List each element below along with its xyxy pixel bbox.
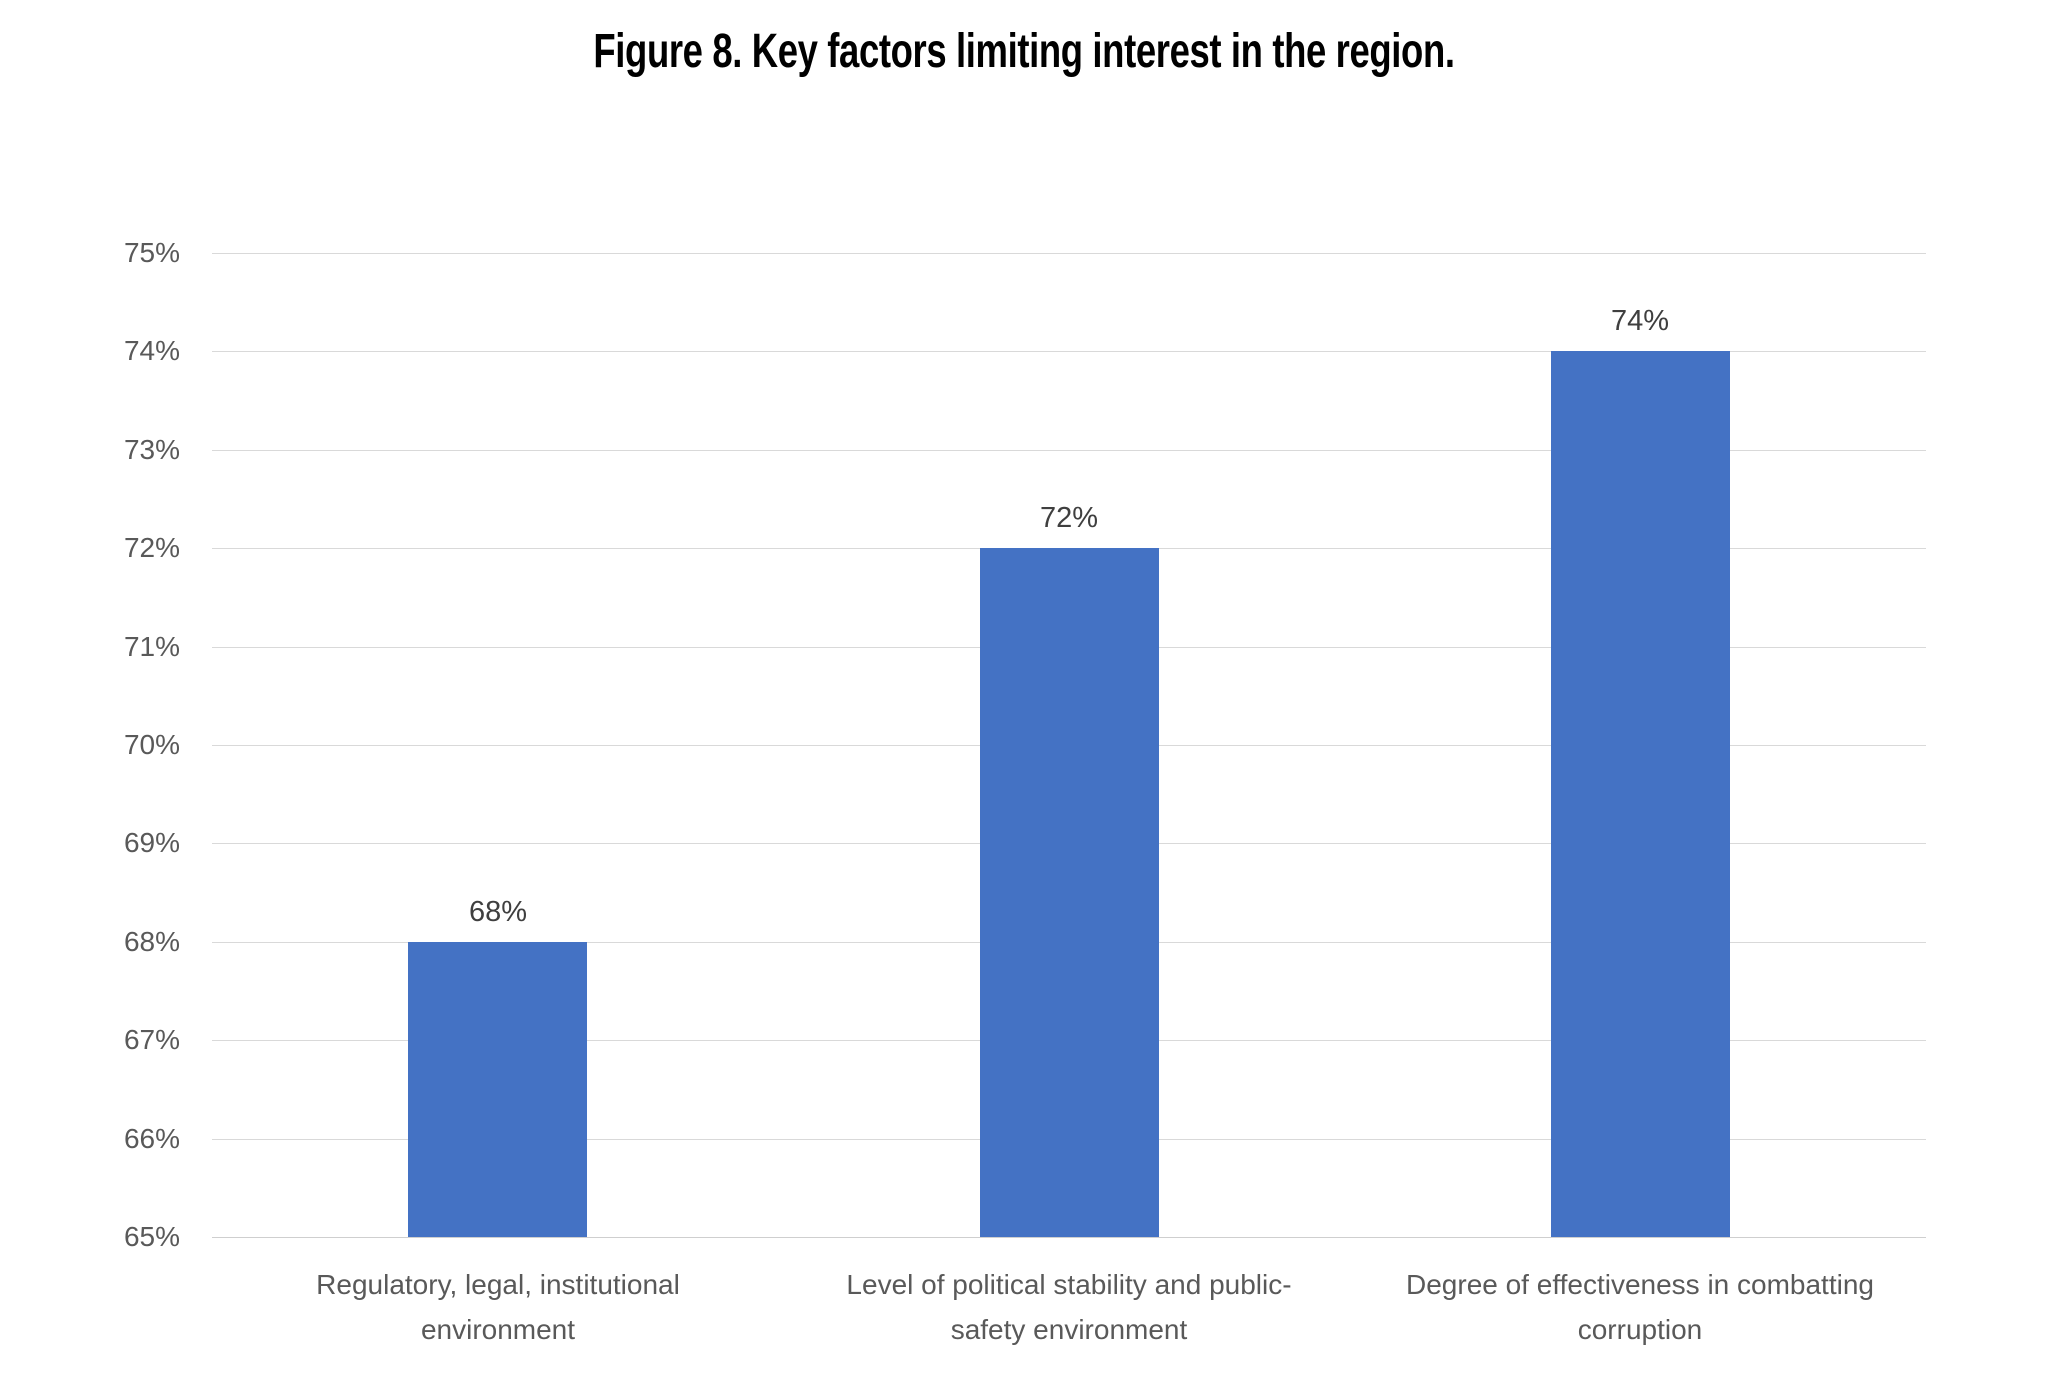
y-tick-label: 67%: [123, 1024, 180, 1055]
category-label-line: safety environment: [950, 1314, 1188, 1345]
bar: [408, 942, 587, 1237]
bar-value-label: 72%: [1039, 502, 1099, 534]
y-tick-label: 71%: [123, 631, 180, 662]
category-label: Level of political stability and public-…: [759, 1262, 1379, 1352]
y-tick-label: 66%: [123, 1123, 180, 1154]
category-label: Regulatory, legal, institutional environm…: [188, 1262, 808, 1352]
y-tick-label: 75%: [123, 237, 180, 268]
bar-value-label: 74%: [1610, 305, 1670, 337]
gridline: [212, 351, 1926, 352]
gridline: [212, 450, 1926, 451]
gridline: [212, 253, 1926, 254]
category-label-line: Degree of effectiveness in combatting: [1406, 1269, 1874, 1300]
bar-value-label: 68%: [468, 896, 528, 928]
y-tick-label: 70%: [123, 729, 180, 760]
y-tick-label: 72%: [123, 532, 180, 563]
y-tick-label: 74%: [123, 335, 180, 366]
axis-baseline: [212, 1237, 1926, 1238]
bar: [1551, 351, 1730, 1237]
category-label: Degree of effectiveness in combatting cor…: [1330, 1262, 1950, 1352]
y-tick-label: 69%: [123, 827, 180, 858]
category-label-line: corruption: [1577, 1314, 1703, 1345]
y-tick-label: 73%: [123, 434, 180, 465]
category-label-line: Level of political stability and public-: [846, 1269, 1292, 1300]
bar: [980, 548, 1159, 1237]
figure-title: Figure 8. Key factors limiting interest …: [593, 25, 1455, 78]
y-tick-label: 65%: [123, 1221, 180, 1252]
category-label-line: Regulatory, legal, institutional: [316, 1269, 680, 1300]
y-tick-label: 68%: [123, 926, 180, 957]
category-label-line: environment: [420, 1314, 576, 1345]
